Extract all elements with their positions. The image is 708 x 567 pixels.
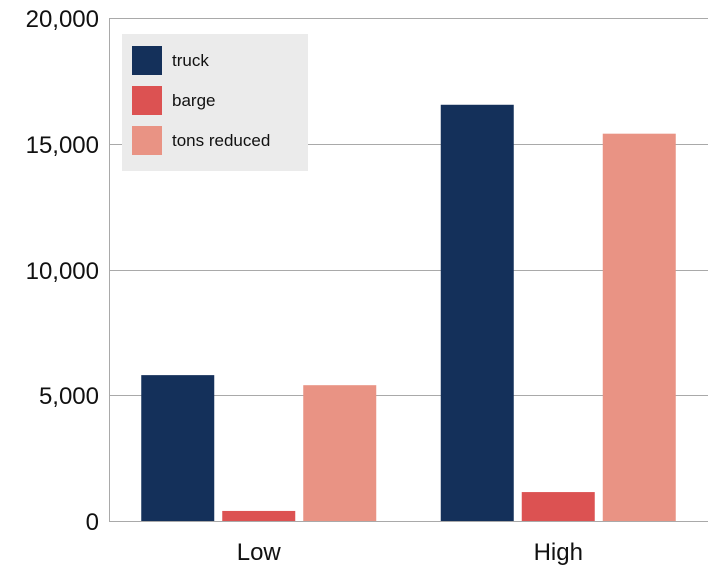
- y-tick-label-15000: 15,000: [26, 132, 99, 159]
- bar-barge-low: [222, 510, 296, 521]
- y-tick-label-5000: 5,000: [39, 383, 99, 410]
- legend-label-tons-reduced: tons reduced: [172, 131, 270, 150]
- y-tick-label-10000: 10,000: [26, 258, 99, 285]
- bar-truck-high: [440, 104, 514, 521]
- bars: [141, 104, 676, 521]
- bar-barge-high: [521, 492, 595, 521]
- bar-tons-reduced-low: [303, 385, 377, 521]
- y-tick-label-0: 0: [86, 509, 99, 536]
- legend-label-truck: truck: [172, 51, 209, 70]
- x-category-label-low: Low: [237, 539, 282, 566]
- x-axis-category-labels: Low High: [237, 539, 583, 566]
- legend-swatch-tons-reduced: [132, 126, 162, 155]
- legend-label-barge: barge: [172, 91, 215, 110]
- bar-tons-reduced-high: [602, 133, 676, 521]
- bar-truck-low: [141, 375, 215, 521]
- legend: truck barge tons reduced: [122, 34, 308, 171]
- y-tick-label-20000: 20,000: [26, 6, 99, 33]
- legend-swatch-truck: [132, 46, 162, 75]
- x-category-label-high: High: [534, 539, 583, 566]
- legend-swatch-barge: [132, 86, 162, 115]
- y-axis-tick-labels: 0 5,000 10,000 15,000 20,000: [26, 6, 99, 536]
